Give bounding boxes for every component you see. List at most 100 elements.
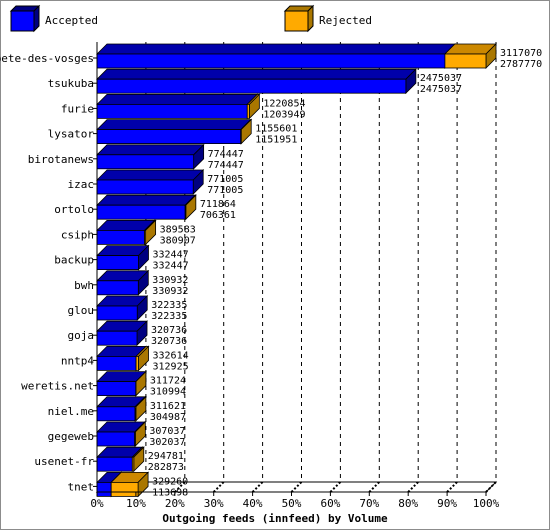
bar-accepted-top (96, 119, 252, 131)
offered-value-label: 3117070 (500, 48, 542, 59)
accepted-value-label: 774447 (208, 160, 244, 171)
bar-group (96, 295, 149, 321)
x-tick-label: 10% (126, 497, 146, 510)
legend-rejected-swatch (284, 10, 309, 32)
bar-accepted (96, 280, 139, 296)
bar-accepted (96, 154, 195, 170)
bar-group (96, 169, 205, 195)
bar-rejected (144, 229, 147, 245)
x-tick-label: 70% (359, 497, 379, 510)
offered-value-label: 771005 (207, 174, 243, 185)
bar-rejected (246, 104, 250, 119)
offered-value-label: 320736 (151, 325, 187, 336)
accepted-value-label: 332447 (152, 261, 188, 272)
accepted-value-label: 1151951 (255, 135, 297, 146)
accepted-value-label: 312925 (153, 361, 189, 372)
offered-value-label: 311724 (150, 376, 186, 387)
category-label: bwh (74, 279, 94, 292)
bar-accepted (96, 229, 145, 245)
bar-accepted (96, 381, 137, 397)
category-label: lysator (48, 128, 95, 141)
bar-accepted (96, 53, 446, 69)
legend-rejected: Rejected (283, 4, 372, 33)
bar-group (96, 471, 150, 498)
accepted-value-label: 302037 (149, 437, 185, 448)
x-tick-label: 0% (90, 497, 104, 510)
x-tick-label: 50% (282, 497, 302, 510)
accepted-value-label: 304987 (150, 412, 186, 423)
offered-value-label: 307037 (149, 426, 185, 437)
category-label: weretis.net (21, 380, 94, 393)
x-tick-label: 40% (243, 497, 263, 510)
bar-accepted-top (96, 169, 205, 181)
accepted-value-label: 310994 (150, 387, 186, 398)
category-label: goja (68, 329, 95, 342)
offered-value-label: 1155601 (255, 124, 297, 135)
accepted-value-label: 282873 (148, 462, 184, 473)
bar-accepted-top (96, 68, 417, 80)
bar-group (96, 43, 497, 69)
bar-accepted-top (96, 194, 197, 206)
bar-group (96, 219, 157, 246)
labels: 0% 10% 20% 30% 40% 50% 60% 70% 80% 90% 100% bete-de… (0, 48, 542, 510)
bar-group (96, 118, 253, 145)
accepted-value-label: 706361 (200, 210, 236, 221)
bar-group (96, 244, 150, 271)
accepted-value-label: 322335 (151, 311, 187, 322)
bar-accepted-top (96, 144, 205, 156)
bar-accepted-top (96, 43, 456, 55)
offered-value-label: 1220854 (263, 98, 305, 109)
category-label: birotanews (28, 153, 94, 166)
category-label: nntp4 (61, 354, 94, 367)
category-label: niel.me (48, 405, 94, 418)
bar-accepted (96, 330, 138, 346)
accepted-value-label: 380907 (160, 235, 196, 246)
bar-rejected (135, 355, 139, 371)
bar-group (96, 269, 150, 296)
axes (93, 42, 487, 496)
bar-rejected (110, 481, 139, 497)
category-label: furie (61, 102, 94, 115)
accepted-value-label: 113698 (152, 487, 188, 498)
bar-group (96, 320, 148, 347)
category-label: ortolo (54, 203, 94, 216)
legend-accepted-label: Accepted (45, 14, 98, 27)
legend-accepted-swatch (10, 10, 35, 32)
bar-group (96, 345, 150, 372)
offered-value-label: 332614 (153, 350, 189, 361)
category-label: usenet-fr (34, 455, 94, 468)
category-label: tsukuba (48, 77, 94, 90)
accepted-value-label: 330932 (152, 286, 188, 297)
x-tick-label: 80% (398, 497, 418, 510)
bar-group (96, 93, 261, 120)
bar-group (96, 421, 147, 447)
legend-accepted-side (33, 4, 40, 33)
bar-rejected (134, 406, 137, 422)
bar-group (96, 68, 417, 95)
accepted-value-label: 771005 (207, 185, 243, 196)
category-label: glou (68, 304, 95, 317)
bar-rejected (184, 204, 187, 220)
bar-group (96, 446, 145, 473)
offered-value-label: 332447 (152, 250, 188, 261)
category-label: tnet (68, 480, 95, 493)
offered-value-label: 711864 (200, 199, 236, 210)
offered-value-label: 774447 (208, 149, 244, 160)
legend-accepted: Accepted (9, 4, 98, 33)
bar-accepted (96, 355, 137, 371)
bar-accepted (96, 305, 138, 321)
bar-accepted (96, 204, 186, 220)
x-tick-label: 60% (320, 497, 340, 510)
x-tick-label: 30% (204, 497, 224, 510)
legend: Accepted Rejected (9, 4, 372, 33)
offered-value-label: 322335 (151, 300, 187, 311)
accepted-value-label: 2787770 (500, 59, 542, 70)
bar-group (96, 370, 147, 397)
legend-rejected-label: Rejected (319, 14, 372, 27)
bar-accepted (96, 481, 112, 497)
category-label: gegeweb (48, 430, 94, 443)
accepted-value-label: 2475037 (420, 84, 462, 95)
offered-value-label: 311621 (150, 401, 186, 412)
bar-accepted (96, 104, 248, 119)
bar-accepted (96, 179, 194, 195)
